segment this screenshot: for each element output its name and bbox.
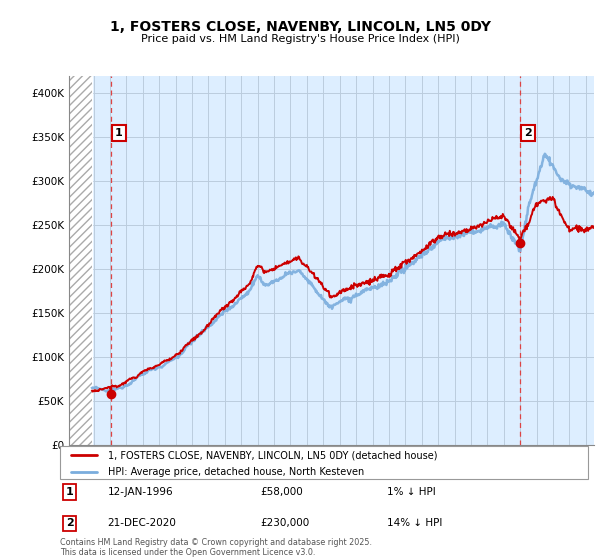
Polygon shape [69,76,92,445]
FancyBboxPatch shape [60,446,588,479]
Text: 1% ↓ HPI: 1% ↓ HPI [388,487,436,497]
Text: £230,000: £230,000 [260,519,310,529]
Text: 1: 1 [65,487,73,497]
Text: 14% ↓ HPI: 14% ↓ HPI [388,519,443,529]
Text: 1: 1 [115,128,123,138]
Text: 2: 2 [65,519,73,529]
Text: HPI: Average price, detached house, North Kesteven: HPI: Average price, detached house, Nort… [107,466,364,477]
Text: 2: 2 [524,128,532,138]
Text: 12-JAN-1996: 12-JAN-1996 [107,487,173,497]
Text: £58,000: £58,000 [260,487,304,497]
Text: 1, FOSTERS CLOSE, NAVENBY, LINCOLN, LN5 0DY (detached house): 1, FOSTERS CLOSE, NAVENBY, LINCOLN, LN5 … [107,450,437,460]
Text: Contains HM Land Registry data © Crown copyright and database right 2025.
This d: Contains HM Land Registry data © Crown c… [60,538,372,557]
Text: 21-DEC-2020: 21-DEC-2020 [107,519,176,529]
Text: 1, FOSTERS CLOSE, NAVENBY, LINCOLN, LN5 0DY: 1, FOSTERS CLOSE, NAVENBY, LINCOLN, LN5 … [110,20,491,34]
Text: Price paid vs. HM Land Registry's House Price Index (HPI): Price paid vs. HM Land Registry's House … [140,34,460,44]
